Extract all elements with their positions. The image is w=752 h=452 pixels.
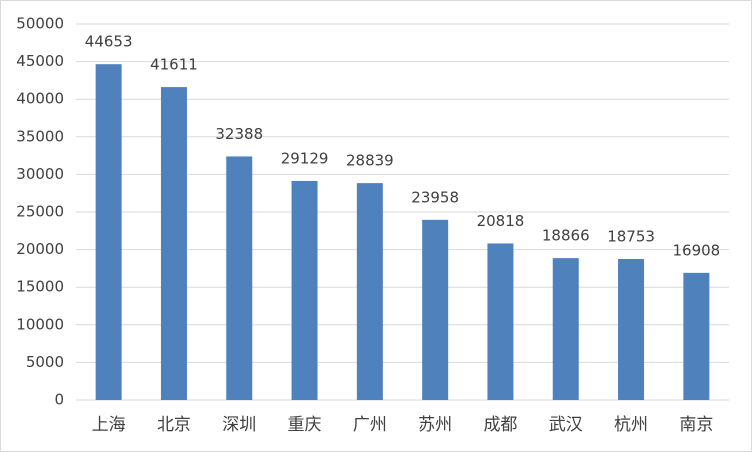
- bar: [160, 87, 187, 401]
- y-tick-label: 45000: [16, 52, 64, 70]
- bar: [356, 183, 383, 400]
- bar: [95, 64, 122, 400]
- x-tick-label: 杭州: [614, 415, 648, 435]
- y-tick-label: 50000: [16, 15, 64, 33]
- data-label: 28839: [346, 152, 394, 170]
- x-tick-label: 广州: [353, 415, 387, 435]
- x-tick-label: 深圳: [222, 415, 256, 435]
- y-tick-label: 40000: [16, 90, 64, 108]
- y-tick-label: 15000: [16, 278, 64, 296]
- data-label: 41611: [150, 56, 198, 74]
- bar: [683, 272, 710, 400]
- y-tick-label: 10000: [16, 315, 64, 333]
- data-label: 18753: [607, 227, 655, 245]
- y-tick-label: 20000: [16, 240, 64, 258]
- x-tick-label: 重庆: [288, 415, 322, 435]
- y-tick-label: 5000: [26, 353, 64, 371]
- data-label: 32388: [215, 125, 263, 143]
- x-tick-label: 北京: [157, 415, 191, 435]
- bar: [487, 243, 514, 400]
- y-tick-label: 25000: [16, 203, 64, 221]
- bar: [291, 180, 318, 400]
- data-label: 23958: [411, 188, 459, 206]
- y-tick-label: 0: [54, 391, 64, 409]
- bar: [422, 219, 449, 400]
- x-tick-label: 南京: [679, 415, 713, 435]
- x-tick-label: 苏州: [418, 415, 452, 435]
- bar: [552, 258, 579, 400]
- data-label: 18866: [542, 227, 590, 245]
- bar: [226, 156, 253, 400]
- y-tick-label: 35000: [16, 127, 64, 145]
- x-tick-label: 武汉: [549, 415, 583, 435]
- x-tick-label: 上海: [92, 415, 126, 435]
- bar: [618, 258, 645, 400]
- x-tick-label: 成都: [483, 415, 517, 435]
- data-label: 44653: [85, 33, 133, 51]
- data-label: 20818: [477, 212, 525, 230]
- data-label: 16908: [672, 241, 720, 259]
- y-tick-label: 30000: [16, 165, 64, 183]
- data-label: 29129: [281, 149, 329, 167]
